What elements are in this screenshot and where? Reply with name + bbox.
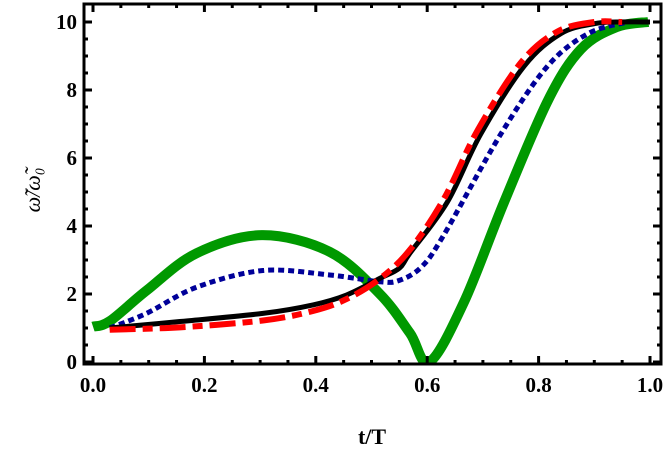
y-axis-label: ω̃/ω̃₀ [20, 166, 45, 212]
x-tick-label: 0.2 [191, 373, 217, 397]
x-tick-label: 0.0 [80, 373, 106, 397]
x-tick-label: 0.4 [303, 373, 330, 397]
y-tick-label: 4 [67, 214, 78, 238]
series-line-dash-dot [109, 18, 623, 333]
x-axis-label: t/T [358, 424, 386, 449]
y-tick-label: 6 [67, 146, 78, 170]
y-tick-label: 8 [67, 78, 78, 102]
series-line-dotted [108, 19, 629, 331]
y-tick-label: 10 [56, 10, 77, 34]
y-tick-label: 2 [67, 282, 78, 306]
y-tick-label: 0 [67, 350, 78, 374]
x-tick-label: 0.6 [414, 373, 440, 397]
series-line-thick-solid [91, 17, 650, 363]
x-tick-label: 0.8 [525, 373, 551, 397]
plot-frame [82, 2, 663, 366]
x-tick-label: 1.0 [637, 373, 663, 397]
